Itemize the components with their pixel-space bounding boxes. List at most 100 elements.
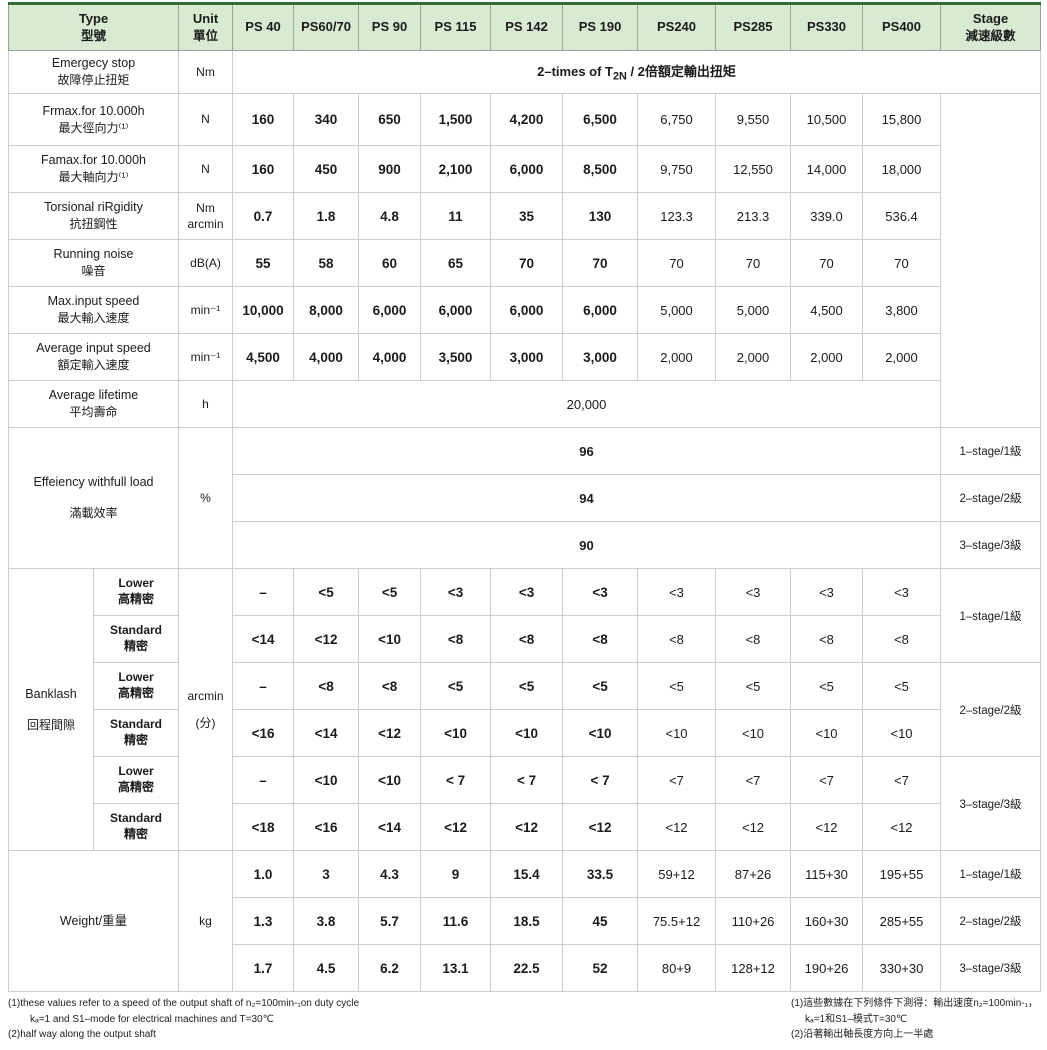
value-cell: <8 [862,615,942,663]
value-cell: <10 [715,709,792,757]
value-cell: 6,000 [490,145,564,193]
value-cell: <12 [637,803,717,851]
value-cell: 55 [232,239,295,287]
value-cell: 339.0 [790,192,864,240]
value-cell: <3 [790,568,864,616]
col-header-type: Type 型號 [7,2,180,51]
value-cell: < 7 [420,756,492,804]
value-cell: 80+9 [637,944,717,992]
stage-label: 2–stage/2級 [940,662,1042,757]
value-cell: 160 [232,145,295,193]
value-cell: <8 [293,662,360,710]
row-weight-2stage: 1.3 3.8 5.7 11.6 18.5 45 75.5+12 110+26 160+30 28… [9,897,1042,945]
value-cell: 35 [490,192,564,240]
row-label-en: Average lifetime [48,388,139,403]
efficiency-value: 90 [232,521,942,569]
row-label-zh: 故障停止扭矩 [57,73,130,88]
value-cell: <10 [862,709,942,757]
row-label-zh: 噪音 [81,264,106,279]
value-cell: 1.3 [232,897,295,945]
row-label-frmax: Frmax.for 10.000h 最大徑向力⁽¹⁾ [7,93,180,146]
value-cell: – [232,662,295,710]
value-cell: 58 [293,239,360,287]
value-cell: <5 [293,568,360,616]
value-cell: 1.8 [293,192,360,240]
backlash-type-label: Lower 高精密 [92,756,180,804]
type-label-en: Lower [118,764,154,779]
unit-cell: Nm arcmin [178,192,234,240]
value-cell: 3,500 [420,333,492,381]
stage-label: 1–stage/1級 [940,568,1042,663]
type-label-zh: 高精密 [118,780,155,794]
value-cell: 5.7 [358,897,422,945]
value-cell: <7 [862,756,942,804]
value-cell: 650 [358,93,422,146]
row-label-en: Frmax.for 10.000h [42,103,145,118]
value-cell: 13.1 [420,944,492,992]
unit-cell: % [178,427,234,569]
unit-cell: N [178,93,234,146]
row-efficiency-2stage: 94 2–stage/2級 [9,474,1042,522]
col-header-unit-en: Unit [192,10,219,26]
lifetime-value: 20,000 [232,380,942,428]
col-header-model-ps6070: PS60/70 [293,2,360,51]
col-header-unit-zh: 單位 [193,28,219,43]
value-cell: 12,550 [715,145,792,193]
value-cell: <7 [715,756,792,804]
value-cell: 285+55 [862,897,942,945]
value-cell: 18.5 [490,897,564,945]
backlash-type-label: Lower 高精密 [92,662,180,710]
row-label-zh: 最大徑向力⁽¹⁾ [58,120,129,135]
footnote-block-en: (1)these values refer to a speed of the … [8,996,359,1043]
value-cell: 70 [715,239,792,287]
value-cell: 160+30 [790,897,864,945]
col-header-model-ps115: PS 115 [420,2,492,51]
row-label-en: Banklash [25,686,77,701]
value-cell: 15,800 [862,93,942,146]
value-cell: <10 [637,709,717,757]
value-cell: – [232,568,295,616]
value-cell: 6,000 [358,286,422,334]
value-cell: <10 [562,709,639,757]
col-header-stage-zh: 減速級數 [965,28,1016,43]
value-cell: 4.3 [358,850,422,898]
value-cell: 3,800 [862,286,942,334]
type-label-zh: 精密 [124,827,149,841]
value-cell: <5 [420,662,492,710]
value-prefix: 2–times of T [537,64,613,80]
value-cell: 130 [562,192,639,240]
value-cell: 6,500 [562,93,639,146]
gearbox-spec-table: Type 型號 Unit 單位 PS 40 PS60/70 PS 90 PS 1… [7,2,1042,992]
row-label-noise: Running noise 噪音 [7,239,180,287]
value-cell: <10 [358,756,422,804]
row-label-backlash: Banklash 回程間隙 [8,568,94,851]
value-cell: 18,000 [862,145,942,193]
row-label-zh: 最大輸入速度 [57,311,130,326]
col-header-unit: Unit 單位 [178,2,234,51]
value-cell: <12 [420,803,492,851]
row-label-zh: 平均壽命 [69,405,118,420]
value-suffix: / 2倍額定輸出扭矩 [626,64,736,80]
backlash-type-label: Standard 精密 [92,709,180,757]
value-cell: 70 [637,239,717,287]
value-cell: <12 [790,803,864,851]
row-running-noise: Running noise 噪音 dB(A) 55 58 60 65 70 70 70 70 7… [7,239,1041,287]
row-label-en: Max.input speed [47,294,140,309]
value-cell: <3 [490,568,564,616]
stage-label: 3–stage/3級 [940,944,1042,992]
row-backlash-standard-3stage: Standard 精密 <18 <16 <14 <12 <12 <12 <12 <12 <12 <… [9,803,1041,851]
value-cell: 45 [562,897,639,945]
value-cell: 87+26 [715,850,792,898]
value-cell: <14 [358,803,422,851]
unit-cell: h [178,380,234,428]
row-backlash-lower-2stage: Lower 高精密 – <8 <8 <5 <5 <5 <5 <5 <5 <5 2–stage/2級 [9,662,1042,757]
col-header-model-ps330: PS330 [790,2,864,51]
value-cell: 59+12 [637,850,717,898]
value-cell: 2,000 [790,333,864,381]
col-header-type-zh: 型號 [81,28,107,43]
type-label-en: Lower [118,576,154,591]
backlash-type-label: Standard 精密 [92,615,180,663]
type-label-en: Standard [110,623,163,638]
value-cell: <8 [420,615,492,663]
row-backlash-standard-1stage: Standard 精密 <14 <12 <10 <8 <8 <8 <8 <8 <8 <8 [9,615,1041,663]
